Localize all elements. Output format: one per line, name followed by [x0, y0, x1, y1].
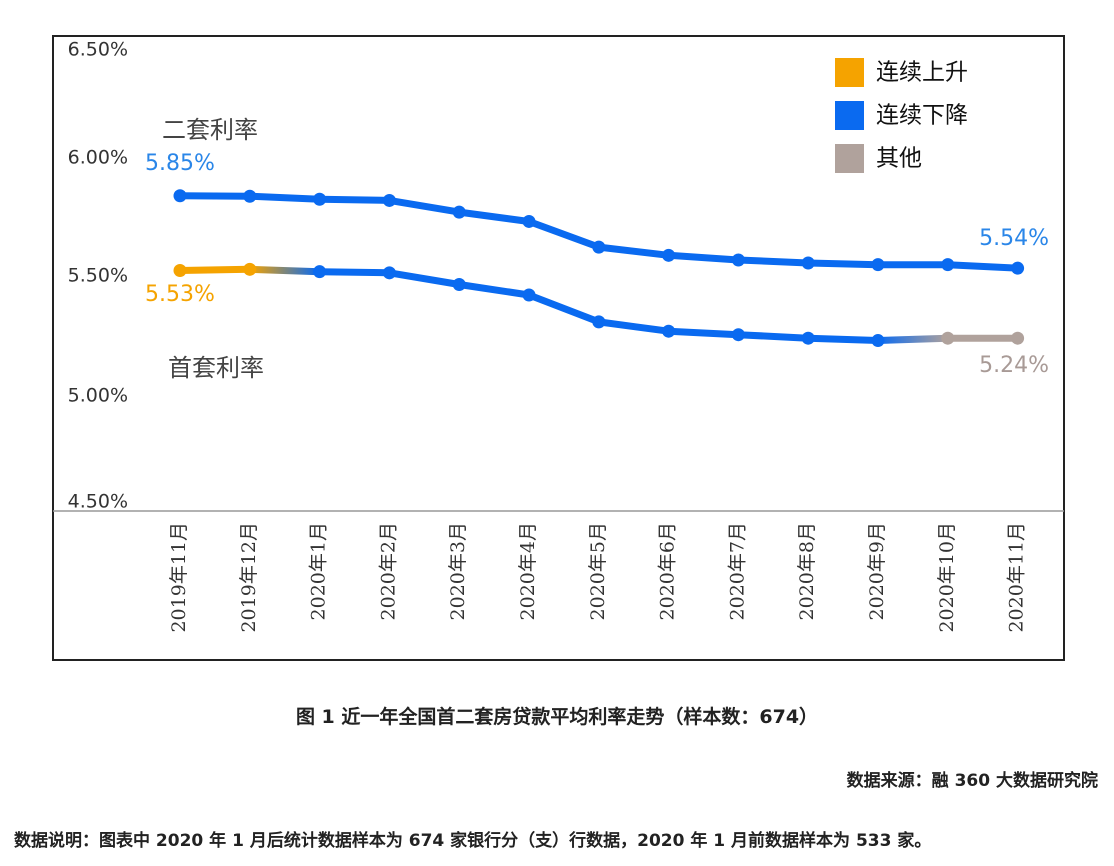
x-tick-label: 2020年11月 — [1006, 522, 1028, 633]
x-tick-label: 2019年11月 — [168, 522, 190, 633]
x-tick-label: 2020年10月 — [936, 522, 958, 633]
legend-swatch — [835, 101, 864, 130]
series-line-first-transition — [874, 334, 952, 344]
legend-label: 连续上升 — [876, 60, 968, 86]
x-tick-label: 2020年5月 — [587, 522, 609, 620]
x-tick-label: 2020年2月 — [377, 522, 399, 620]
x-tick-label: 2020年3月 — [447, 522, 469, 620]
series-line-first-falling — [316, 268, 882, 344]
data-label-second-end: 5.54% — [979, 226, 1049, 251]
data-point-first — [522, 288, 536, 302]
series-title-first: 首套利率 — [168, 354, 264, 382]
data-point-first — [313, 265, 327, 279]
y-tick-label: 5.00% — [68, 385, 128, 407]
data-point-first — [592, 315, 606, 329]
data-label-second-start: 5.85% — [145, 151, 215, 176]
legend-label: 连续下降 — [876, 103, 968, 129]
y-tick-label: 4.50% — [68, 491, 128, 513]
y-tick-label: 6.50% — [68, 39, 128, 61]
data-point-first — [452, 278, 466, 292]
series-line-second — [176, 192, 1022, 272]
rate-chart: 6.50% 6.00% 5.50% 5.00% 4.50% 2019年11月 2019年1… — [52, 35, 1065, 661]
legend-label: 其他 — [876, 146, 922, 172]
series-line-first-transition — [246, 265, 324, 276]
data-point-first — [801, 331, 815, 345]
series-title-second: 二套利率 — [162, 116, 258, 144]
x-tick-label: 2019年12月 — [238, 522, 260, 633]
x-tick-label: 2020年8月 — [796, 522, 818, 620]
series-line-first-rising — [176, 265, 254, 274]
chart-frame — [52, 35, 1065, 661]
data-point-first — [382, 266, 396, 280]
data-point-second — [662, 248, 676, 262]
x-tick-label: 2020年4月 — [517, 522, 539, 620]
data-point-second — [313, 192, 327, 206]
data-source: 数据来源：融 360 大数据研究院 — [846, 771, 1098, 791]
data-point-second — [801, 256, 815, 270]
x-tick-label: 2020年7月 — [726, 522, 748, 620]
data-point-second — [871, 258, 885, 272]
data-note: 数据说明：图表中 2020 年 1 月后统计数据样本为 674 家银行分（支）行… — [14, 831, 932, 851]
data-point-second — [941, 258, 955, 272]
data-point-first — [662, 324, 676, 338]
y-tick-label: 5.50% — [68, 265, 128, 287]
x-tick-label: 2020年6月 — [657, 522, 679, 620]
data-point-second — [592, 240, 606, 254]
figure-caption: 图 1 近一年全国首二套房贷款平均利率走势（样本数：674） — [295, 706, 819, 728]
data-label-first-end: 5.24% — [979, 353, 1049, 378]
data-point-second — [173, 189, 187, 203]
data-point-second — [731, 253, 745, 267]
data-point-first — [731, 328, 745, 342]
data-point-second — [1011, 261, 1025, 275]
data-point-second — [522, 214, 536, 228]
legend-swatch — [835, 58, 864, 87]
data-point-first — [941, 331, 955, 345]
data-point-second — [452, 205, 466, 219]
data-point-second — [382, 193, 396, 207]
y-tick-label: 6.00% — [68, 147, 128, 169]
data-point-first — [1011, 331, 1025, 345]
data-point-first — [173, 263, 187, 277]
data-point-second — [243, 189, 257, 203]
data-point-first — [243, 262, 257, 276]
x-tick-label: 2020年9月 — [866, 522, 888, 620]
legend-swatch — [835, 144, 864, 173]
data-point-first — [871, 334, 885, 348]
x-tick-label: 2020年1月 — [308, 522, 330, 620]
data-label-first-start: 5.53% — [145, 282, 215, 307]
